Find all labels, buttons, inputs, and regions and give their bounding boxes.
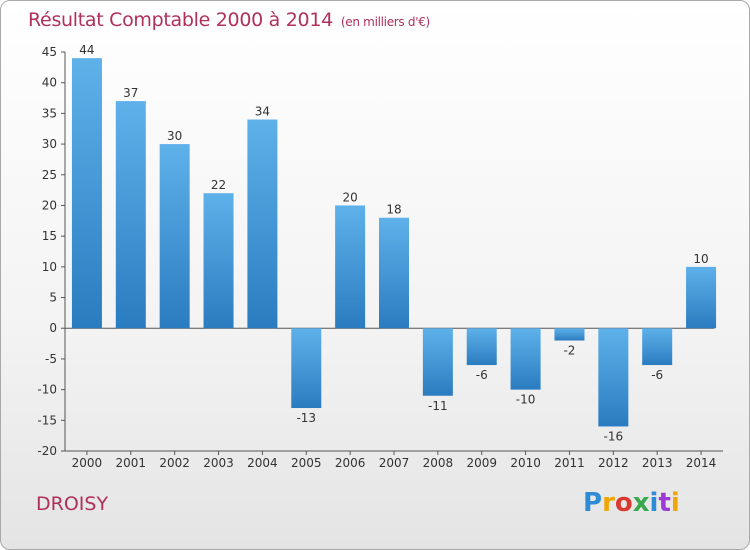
y-tick-label: 40 — [42, 76, 57, 90]
x-tick-label: 2006 — [335, 456, 366, 470]
axes: -20 -15 -10 -5 0 5 10 15 20 25 30 35 40 45 2000 2001 200… — [37, 45, 723, 470]
data-label: -10 — [516, 393, 536, 407]
data-label: 34 — [255, 105, 270, 119]
data-label: 22 — [211, 178, 226, 192]
proxiti-logo: Proxiti — [583, 488, 680, 518]
x-tick-label: 2009 — [466, 456, 497, 470]
data-label: 37 — [123, 86, 138, 100]
data-label: -2 — [563, 344, 575, 358]
bar-2013 — [642, 328, 673, 366]
data-label: -6 — [651, 368, 663, 382]
commune-name: DROISY — [36, 493, 109, 515]
bar-2005 — [291, 328, 322, 409]
logo-letter: i — [649, 488, 659, 518]
y-tick-label: 15 — [42, 229, 57, 243]
bar-2010 — [510, 328, 541, 390]
y-tick-label: 30 — [42, 137, 57, 151]
x-tick-label: 2011 — [554, 456, 585, 470]
x-tick-label: 2012 — [598, 456, 629, 470]
x-tick-label: 2000 — [72, 456, 103, 470]
bar-2012 — [598, 328, 629, 427]
y-tick-label: -20 — [37, 444, 57, 458]
data-label: 44 — [79, 43, 94, 57]
y-tick-label: -10 — [37, 383, 57, 397]
x-tick-label: 2004 — [247, 456, 278, 470]
y-tick-label: 35 — [42, 106, 57, 120]
bar-2008 — [422, 328, 453, 396]
data-label: 10 — [693, 252, 708, 266]
bar-2000 — [71, 58, 102, 329]
chart-title: Résultat Comptable 2000 à 2014 (en millie… — [28, 9, 430, 31]
x-tick-label: 2005 — [291, 456, 322, 470]
bar-2011 — [554, 328, 585, 341]
x-tick-label: 2002 — [159, 456, 190, 470]
data-label: -6 — [476, 368, 488, 382]
y-tick-label: 5 — [49, 291, 57, 305]
y-tick-label: 25 — [42, 168, 57, 182]
y-tick-label: 20 — [42, 198, 57, 212]
data-label: -16 — [604, 429, 624, 443]
bars — [71, 58, 717, 427]
logo-letter: P — [583, 488, 603, 518]
data-labels: 44 37 30 22 34 -13 20 18 -11 -6 -10 -2 -16 -6 10 — [79, 43, 708, 443]
bar-2004 — [247, 119, 278, 329]
data-label: 18 — [386, 203, 401, 217]
bar-2001 — [115, 101, 146, 329]
chart-title-text: Résultat Comptable 2000 à 2014 — [28, 9, 333, 31]
x-tick-label: 2008 — [423, 456, 454, 470]
data-label: -13 — [296, 411, 316, 425]
bar-2003 — [203, 193, 234, 329]
bar-2014 — [686, 266, 717, 329]
x-tick-label: 2013 — [642, 456, 673, 470]
x-tick-label: 2010 — [510, 456, 541, 470]
x-tick-label: 2007 — [379, 456, 410, 470]
x-tick-label: 2014 — [686, 456, 717, 470]
logo-letter: o — [614, 488, 633, 518]
bar-2007 — [379, 217, 409, 329]
logo-letter: t — [658, 488, 671, 518]
chart-subtitle: (en milliers d'€) — [340, 15, 430, 29]
logo-letter: r — [602, 488, 615, 518]
logo-letter: x — [632, 488, 650, 518]
x-tick-label: 2003 — [203, 456, 234, 470]
logo-letter: i — [670, 488, 680, 518]
bar-2002 — [159, 144, 190, 329]
y-tick-label: 10 — [42, 260, 57, 274]
bar-2006 — [335, 205, 366, 329]
y-tick-label: -15 — [37, 413, 57, 427]
data-label: -11 — [428, 399, 448, 413]
bar-2009 — [466, 328, 497, 366]
y-tick-label: 0 — [49, 321, 57, 335]
y-tick-label: -5 — [45, 352, 57, 366]
data-label: 30 — [167, 129, 182, 143]
data-label: 20 — [342, 190, 357, 204]
x-tick-label: 2001 — [116, 456, 147, 470]
y-tick-label: 45 — [42, 45, 57, 59]
